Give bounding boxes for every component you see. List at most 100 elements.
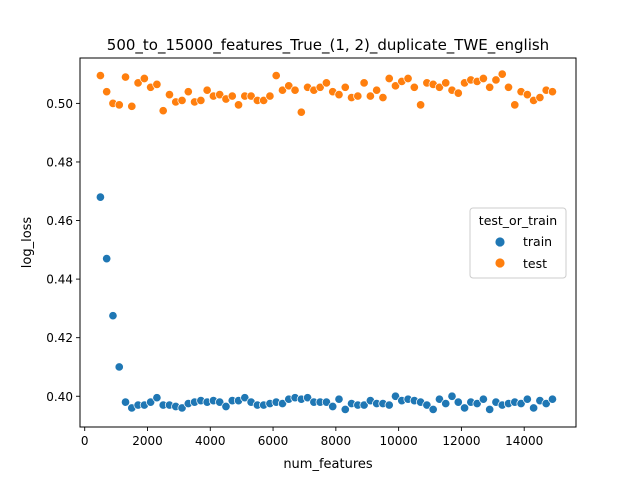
point-test-38 [334, 90, 344, 100]
point-test-3 [114, 100, 124, 110]
point-train-4 [120, 397, 131, 407]
x-tick-label: 4000 [195, 434, 226, 448]
y-tick-label: 0.44 [46, 273, 73, 287]
point-test-39 [340, 82, 350, 92]
point-train-38 [334, 394, 344, 404]
point-test-49 [403, 73, 413, 84]
point-test-64 [497, 69, 507, 79]
legend-box [469, 207, 567, 279]
point-train-36 [321, 397, 331, 407]
point-train-37 [328, 401, 338, 412]
chart-title: 500_to_15000_features_True_(1, 2)_duplic… [107, 36, 549, 55]
legend-label-train: train [523, 234, 552, 249]
point-train-62 [485, 404, 495, 414]
x-tick-label: 0 [81, 434, 89, 448]
point-test-43 [365, 91, 375, 101]
point-train-33 [303, 393, 313, 403]
point-test-29 [277, 85, 288, 95]
point-train-42 [359, 400, 369, 410]
point-test-9 [152, 79, 162, 89]
point-train-0 [95, 192, 105, 202]
point-test-4 [120, 72, 131, 82]
point-train-54 [434, 394, 444, 404]
legend-title: test_or_train [479, 213, 557, 228]
point-test-65 [503, 82, 514, 92]
plot-frame [79, 57, 577, 428]
point-test-44 [372, 85, 382, 95]
point-train-57 [453, 397, 463, 407]
x-axis-ticks: 0 2000 4000 6000 8000 10000 12000 14000 [81, 427, 543, 448]
y-tick-label: 0.42 [46, 331, 73, 345]
point-test-14 [183, 87, 193, 97]
point-train-39 [340, 404, 350, 414]
point-train-1 [102, 254, 112, 264]
point-test-41 [353, 91, 363, 101]
x-axis-label: num_features [283, 457, 373, 472]
point-test-27 [265, 91, 275, 101]
point-train-68 [522, 394, 532, 404]
point-test-54 [434, 82, 444, 92]
y-tick-label: 0.40 [46, 390, 73, 404]
point-train-8 [146, 397, 156, 407]
point-test-16 [196, 95, 206, 106]
point-train-9 [152, 393, 162, 403]
point-test-7 [139, 73, 149, 84]
point-test-50 [409, 82, 419, 92]
point-test-47 [390, 81, 401, 91]
point-test-17 [202, 85, 212, 95]
point-train-55 [441, 399, 451, 409]
point-test-72 [547, 87, 558, 97]
y-axis-label: log_loss [20, 217, 35, 269]
point-test-11 [164, 90, 175, 100]
point-test-10 [158, 106, 168, 116]
point-test-46 [384, 73, 394, 84]
point-test-22 [233, 100, 244, 110]
point-train-58 [460, 403, 470, 413]
legend-label-test: test [523, 256, 547, 271]
point-train-56 [447, 391, 457, 401]
point-train-46 [384, 400, 394, 410]
point-train-67 [516, 399, 526, 409]
legend-marker-train [494, 236, 506, 248]
point-test-66 [510, 100, 520, 110]
point-test-19 [215, 90, 225, 100]
point-test-55 [441, 78, 451, 88]
point-test-62 [485, 82, 495, 92]
point-test-28 [271, 71, 281, 81]
y-tick-label: 0.48 [46, 155, 73, 169]
point-test-26 [259, 95, 269, 106]
point-train-47 [390, 391, 401, 401]
point-test-1 [102, 87, 112, 97]
legend: test_or_train train test [469, 207, 567, 279]
point-train-69 [529, 403, 539, 413]
points-layer [95, 69, 558, 414]
point-train-72 [547, 394, 558, 404]
point-test-61 [478, 73, 488, 84]
point-train-2 [108, 311, 118, 321]
legend-marker-test [494, 257, 506, 269]
point-test-68 [522, 90, 532, 100]
point-test-5 [127, 101, 137, 111]
point-test-57 [453, 88, 463, 98]
point-train-61 [478, 394, 488, 404]
x-tick-label: 8000 [321, 434, 352, 448]
point-test-30 [284, 81, 294, 91]
point-test-63 [491, 75, 501, 85]
point-train-29 [277, 399, 288, 409]
point-test-42 [359, 78, 369, 88]
point-train-60 [472, 399, 482, 409]
y-axis-ticks: 0.40 0.42 0.44 0.46 0.48 0.50 [46, 97, 80, 404]
y-tick-label: 0.50 [46, 97, 73, 111]
x-tick-label: 14000 [505, 434, 543, 448]
point-train-19 [215, 397, 225, 407]
point-test-0 [95, 71, 105, 81]
point-test-32 [296, 107, 306, 117]
point-train-20 [221, 401, 231, 412]
point-test-36 [321, 78, 331, 88]
point-test-45 [378, 92, 388, 103]
point-train-3 [114, 362, 124, 372]
point-test-6 [133, 78, 143, 88]
x-tick-label: 12000 [442, 434, 480, 448]
point-train-52 [422, 400, 432, 410]
